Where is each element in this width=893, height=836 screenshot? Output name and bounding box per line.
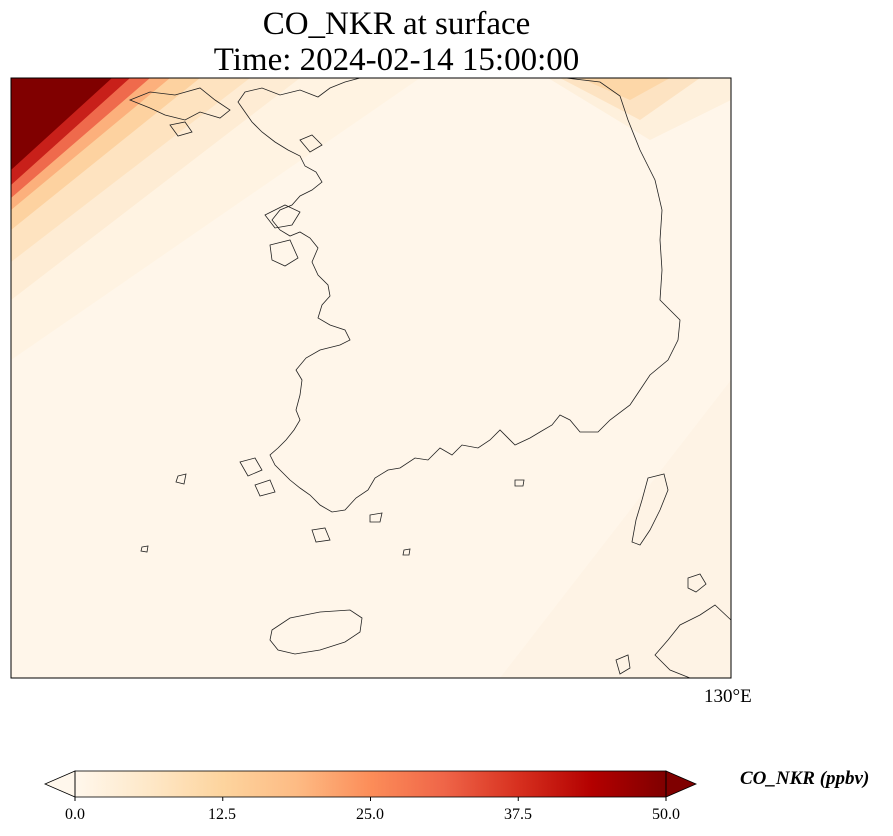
colorbar-label: CO_NKR (ppbv): [740, 768, 869, 790]
longitude-tick-label: 130°E: [704, 686, 752, 708]
colorbar-tick-label: 25.0: [356, 806, 384, 824]
colorbar-tick-label: 12.5: [208, 806, 236, 824]
colorbar: [45, 771, 696, 801]
concentration-field: [11, 78, 731, 678]
colorbar-tick-label: 0.0: [65, 806, 85, 824]
colorbar-tick-label: 37.5: [504, 806, 532, 824]
colorbar-min-extend: [45, 771, 75, 797]
colorbar-tick-label: 50.0: [652, 806, 680, 824]
colorbar-body: [75, 771, 666, 797]
colorbar-max-extend: [666, 771, 696, 797]
